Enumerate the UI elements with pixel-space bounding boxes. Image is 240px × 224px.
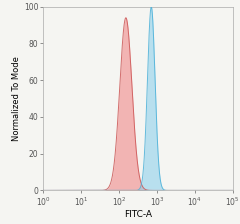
X-axis label: FITC-A: FITC-A: [124, 210, 152, 220]
Y-axis label: Normalized To Mode: Normalized To Mode: [12, 56, 21, 141]
